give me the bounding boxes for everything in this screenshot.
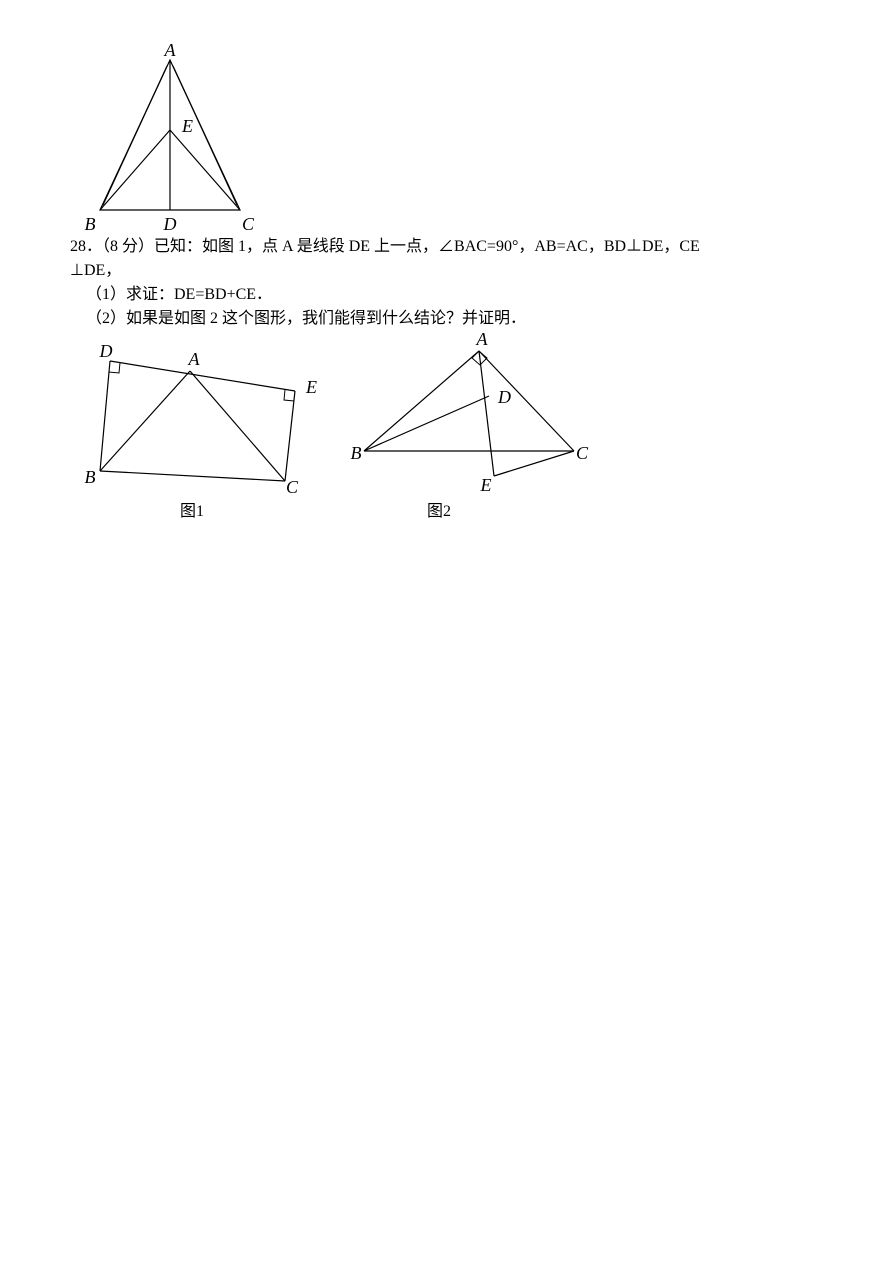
fig1-caption: 图1 [180,503,204,520]
fig2-label-E: E [480,475,492,495]
fig1-BD [100,361,110,471]
problem-line1: 28．（8 分）已知：如图 1，点 A 是线段 DE 上一点，∠BAC=90°，… [70,235,822,259]
label-E: E [181,116,193,136]
fig1-label-E: E [305,377,317,397]
fig1-BA [100,371,190,471]
figure-top: A B C D E [70,40,822,235]
figure-2: A D B C E 图2 [344,331,594,526]
fig2-CE [494,451,574,476]
label-B: B [85,214,96,234]
fig2-label-B: B [351,443,362,463]
fig1-EC [285,391,295,481]
segment-BE [100,130,170,210]
label-A: A [164,40,177,60]
problem-number: 28． [70,238,102,255]
problem-part1: （1）求证：DE=BD+CE． [70,283,822,307]
fig1-label-B: B [85,467,96,487]
problem-part2: （2）如果是如图 2 这个图形，我们能得到什么结论？并证明． [70,307,822,331]
fig2-BD [364,396,489,451]
fig1-label-A: A [188,349,201,369]
fig1-DE [110,361,295,391]
fig2-AE [479,351,494,476]
fig2-label-C: C [576,443,589,463]
figure-1-svg: D A E B C 图1 [70,331,320,526]
apex-inner-left [103,66,167,205]
fig1-label-C: C [286,477,299,497]
figure-1: D A E B C 图1 [70,331,320,526]
fig2-AB [364,351,479,451]
fig2-label-D: D [497,387,511,407]
problem-line2: ⊥DE， [70,259,822,283]
fig1-CB [100,471,285,481]
label-D: D [163,214,177,234]
fig1-right-angle-E [284,390,294,402]
label-C: C [242,214,255,234]
figures-row: D A E B C 图1 [70,331,822,526]
segment-CE [170,130,240,210]
problem-stem-1: 已知：如图 1，点 A 是线段 DE 上一点，∠BAC=90°，AB=AC，BD… [154,238,700,255]
figure-2-svg: A D B C E 图2 [344,331,594,526]
problem-points: （8 分） [102,238,154,255]
fig2-AC [479,351,574,451]
fig2-caption: 图2 [427,503,451,520]
figure-top-svg: A B C D E [70,40,270,235]
fig1-label-D: D [99,341,113,361]
problem-stem-2: ⊥DE， [70,262,121,279]
fig2-label-A: A [476,331,489,349]
